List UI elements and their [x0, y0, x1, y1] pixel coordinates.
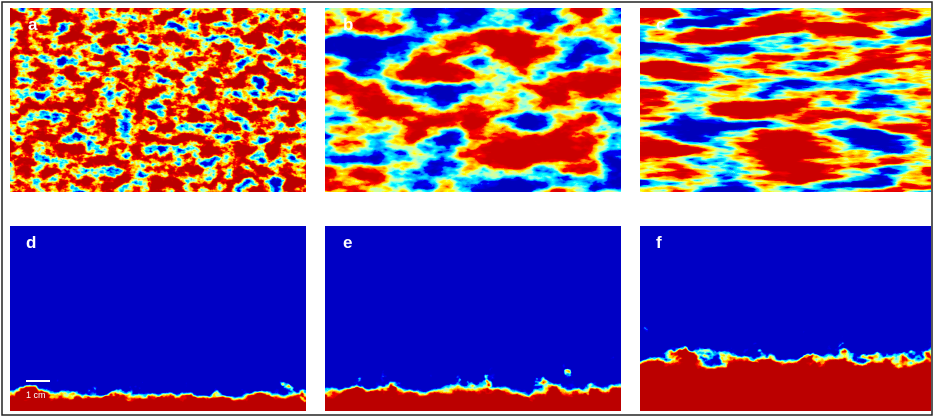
panel-image	[640, 226, 931, 411]
panel-label: b	[343, 15, 353, 34]
figure: a b c d e f 1 cm	[0, 0, 935, 418]
panel-label: c	[656, 15, 665, 34]
panel-label: f	[656, 233, 662, 252]
panel-image	[10, 8, 306, 192]
panel-label: d	[26, 233, 36, 252]
panel-label: a	[28, 15, 38, 34]
panel-image	[325, 226, 621, 411]
panel-label: e	[343, 233, 352, 252]
panel-image	[640, 8, 931, 192]
panel-image	[325, 8, 621, 192]
panel-image	[10, 226, 306, 411]
scale-bar-label: 1 cm	[26, 390, 46, 400]
